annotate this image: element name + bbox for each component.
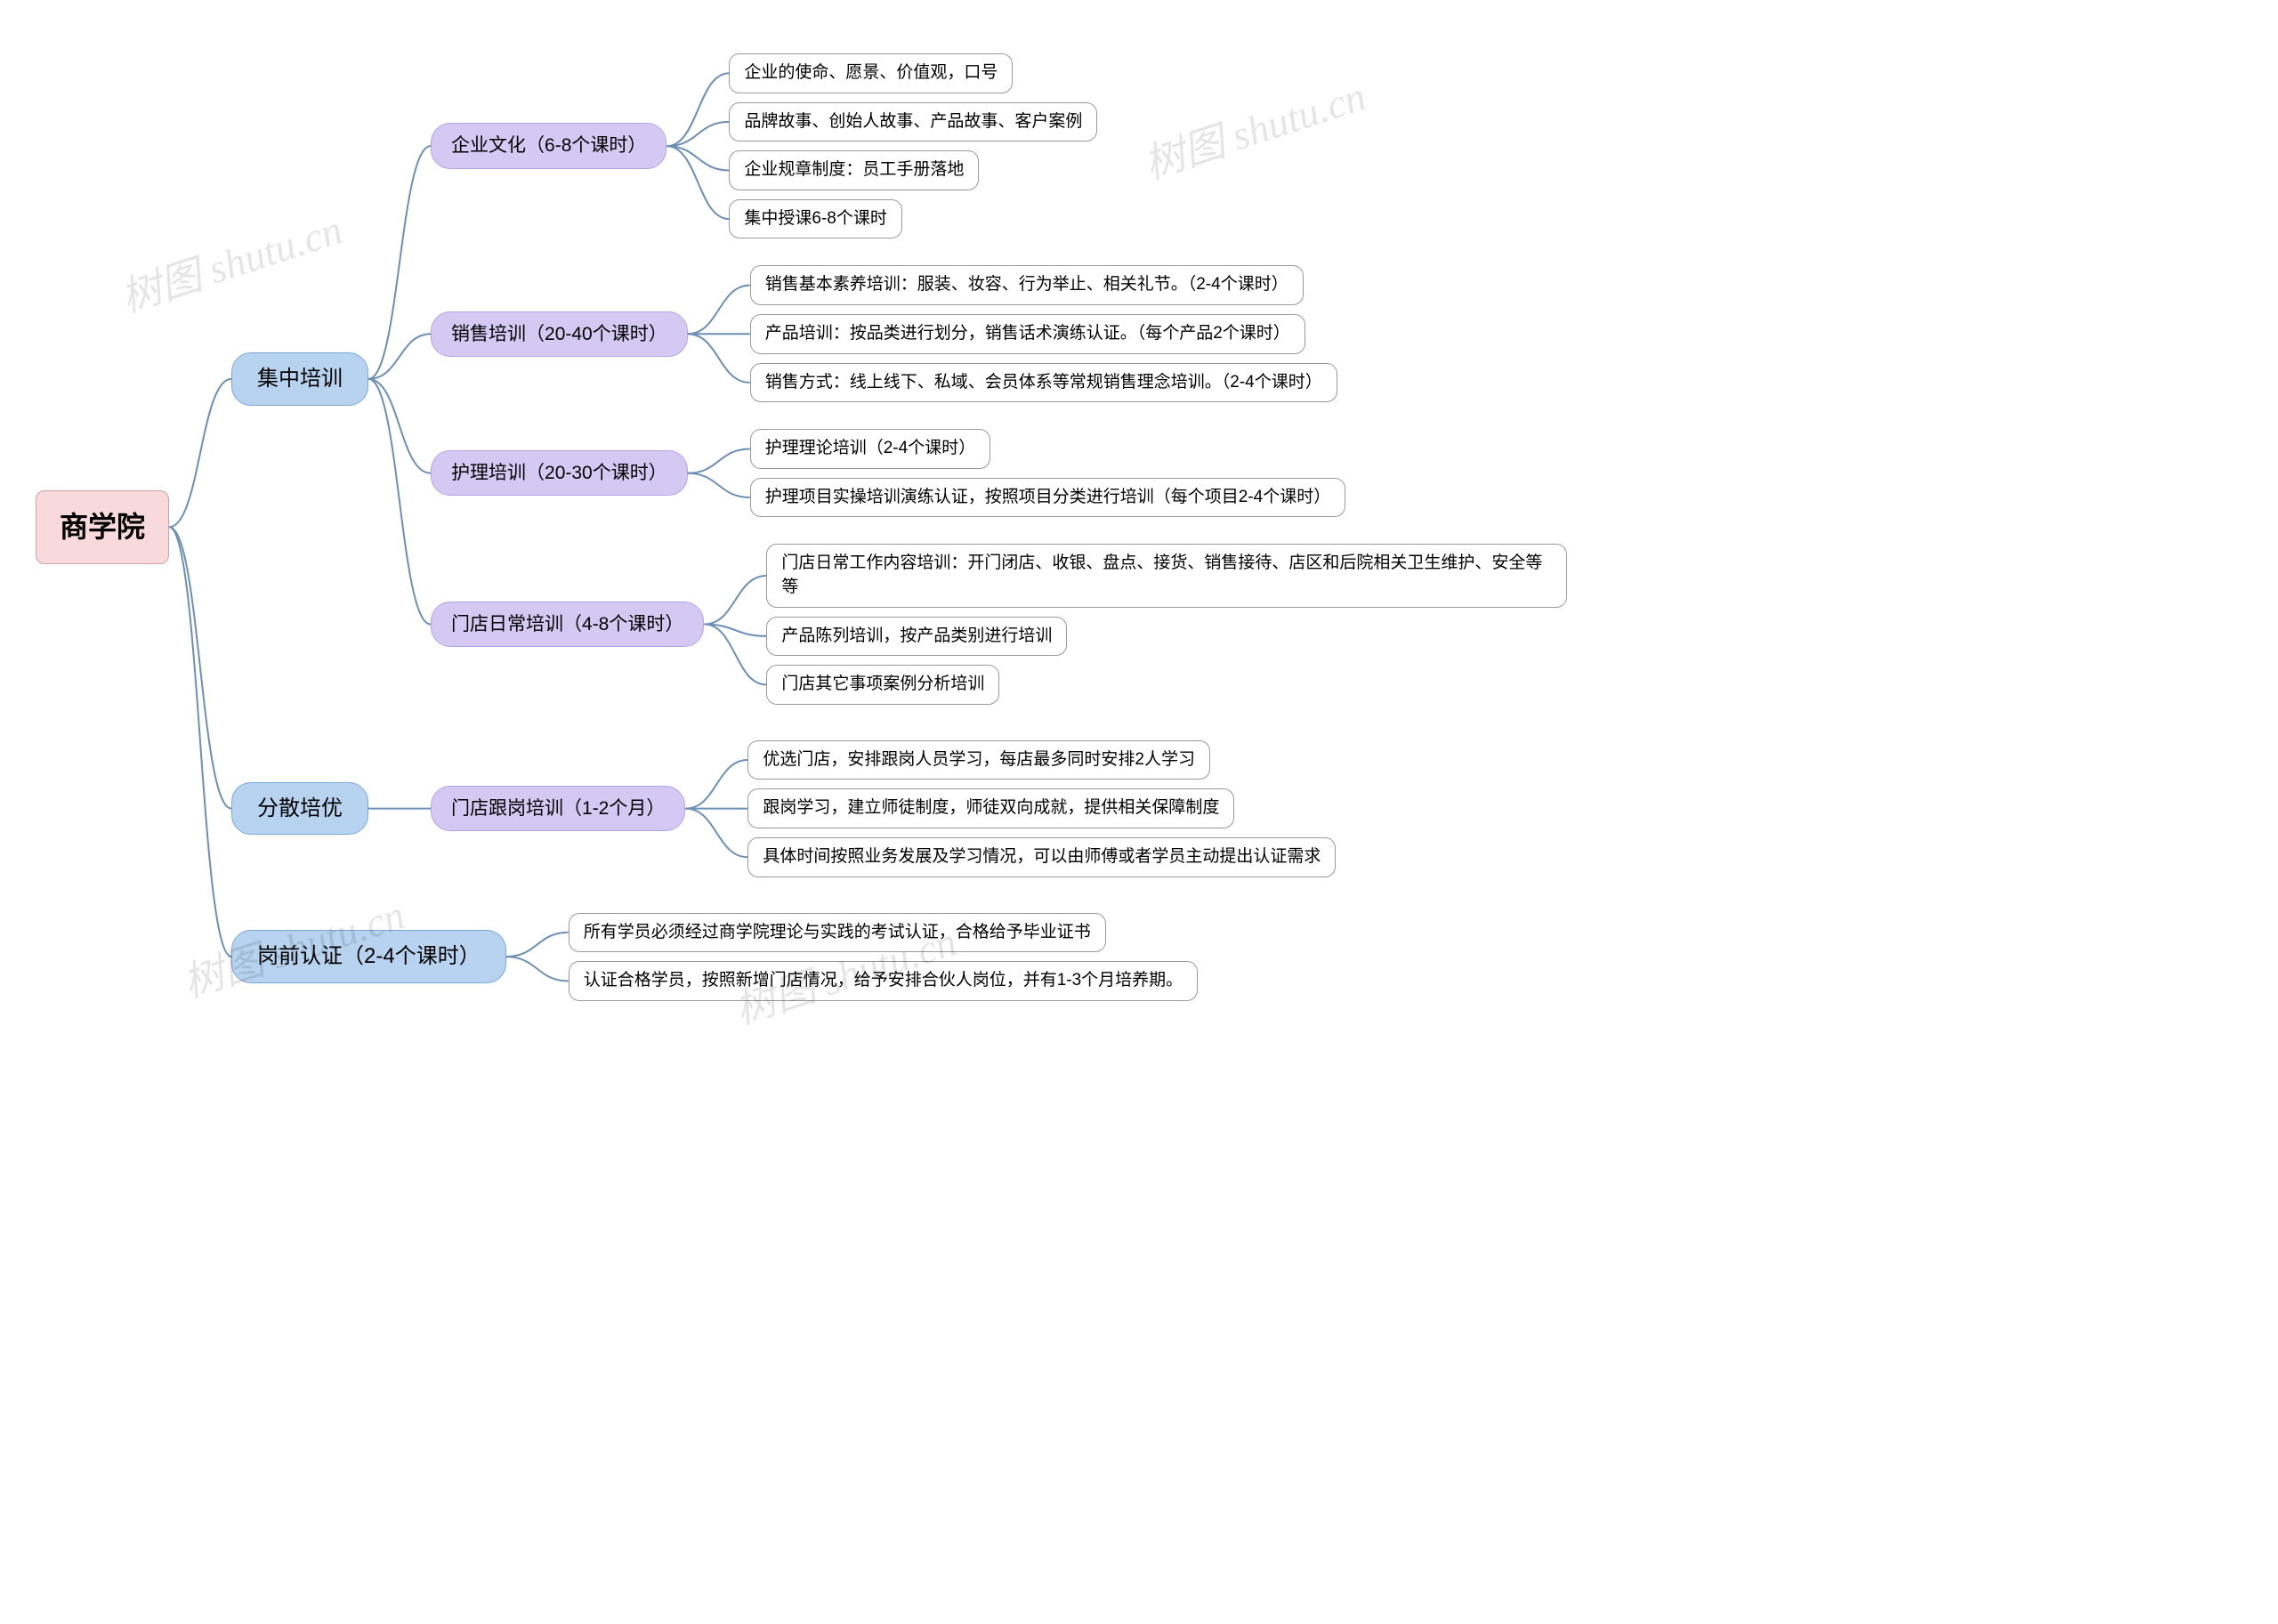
leaf-node: 销售方式：线上线下、私域、会员体系等常规销售理念培训。（2-4个课时） [750,363,1337,403]
subbranch-row: 门店跟岗培训（1-2个月） 优选门店，安排跟岗人员学习，每店最多同时安排2人学习… [431,740,1336,877]
leaf-node: 门店其它事项案例分析培训 [766,665,999,705]
leaf-node: 护理项目实操培训演练认证，按照项目分类进行培训（每个项目2-4个课时） [750,478,1345,518]
leaf-node: 销售基本素养培训：服装、妆容、行为举止、相关礼节。（2-4个课时） [750,265,1304,305]
subbranch-row: 护理培训（20-30个课时） 护理理论培训（2-4个课时） 护理项目实操培训演练… [431,429,1567,517]
sub-node-qiyewenhua[interactable]: 企业文化（6-8个课时） [431,123,666,168]
sub-node-gengang[interactable]: 门店跟岗培训（1-2个月） [431,786,685,831]
branch-row: 集中培训 企业文化（6-8个课时） 企业的使命、愿景、价值观，口号 品牌故事、创… [231,53,1567,705]
leaf-node: 企业规章制度：员工手册落地 [729,150,979,190]
subbranch-row: 门店日常培训（4-8个课时） 门店日常工作内容培训：开门闭店、收银、盘点、接货、… [431,544,1567,704]
leaf-node: 优选门店，安排跟岗人员学习，每店最多同时安排2人学习 [747,740,1210,780]
sub-node-xiaoshou[interactable]: 销售培训（20-40个课时） [431,311,688,357]
branch-node-fensan[interactable]: 分散培优 [231,782,368,836]
leaf-node: 跟岗学习，建立师徒制度，师徒双向成就，提供相关保障制度 [747,788,1234,828]
leaf-node: 产品陈列培训，按产品类别进行培训 [766,617,1067,657]
leaf-node: 品牌故事、创始人故事、产品故事、客户案例 [729,102,1097,142]
leaf-node: 门店日常工作内容培训：开门闭店、收银、盘点、接货、销售接待、店区和后院相关卫生维… [766,544,1567,607]
leaf-node: 所有学员必须经过商学院理论与实践的考试认证，合格给予毕业证书 [569,913,1106,953]
leaf-node: 护理理论培训（2-4个课时） [750,429,990,469]
leaf-node: 集中授课6-8个课时 [729,199,901,239]
sub-node-huli[interactable]: 护理培训（20-30个课时） [431,450,688,496]
branch-row: 分散培优 门店跟岗培训（1-2个月） 优选门店，安排跟岗人员学习，每店最多同时安… [231,740,1567,877]
subbranch-row: 销售培训（20-40个课时） 销售基本素养培训：服装、妆容、行为举止、相关礼节。… [431,265,1567,402]
leaf-node: 企业的使命、愿景、价值观，口号 [729,53,1013,93]
branch-node-gangqian[interactable]: 岗前认证（2-4个课时） [231,930,506,983]
branch-node-jizhong[interactable]: 集中培训 [231,352,368,406]
leaf-node: 产品培训：按品类进行划分，销售话术演练认证。（每个产品2个课时） [750,314,1305,354]
subbranch-row: 企业文化（6-8个课时） 企业的使命、愿景、价值观，口号 品牌故事、创始人故事、… [431,53,1567,238]
leaf-node: 具体时间按照业务发展及学习情况，可以由师傅或者学员主动提出认证需求 [747,837,1336,877]
sub-node-mendian[interactable]: 门店日常培训（4-8个课时） [431,602,704,647]
leaf-node: 认证合格学员，按照新增门店情况，给予安排合伙人岗位，并有1-3个月培养期。 [569,961,1198,1001]
branch-row: 岗前认证（2-4个课时） 所有学员必须经过商学院理论与实践的考试认证，合格给予毕… [231,913,1567,1001]
root-node[interactable]: 商学院 [36,490,169,564]
